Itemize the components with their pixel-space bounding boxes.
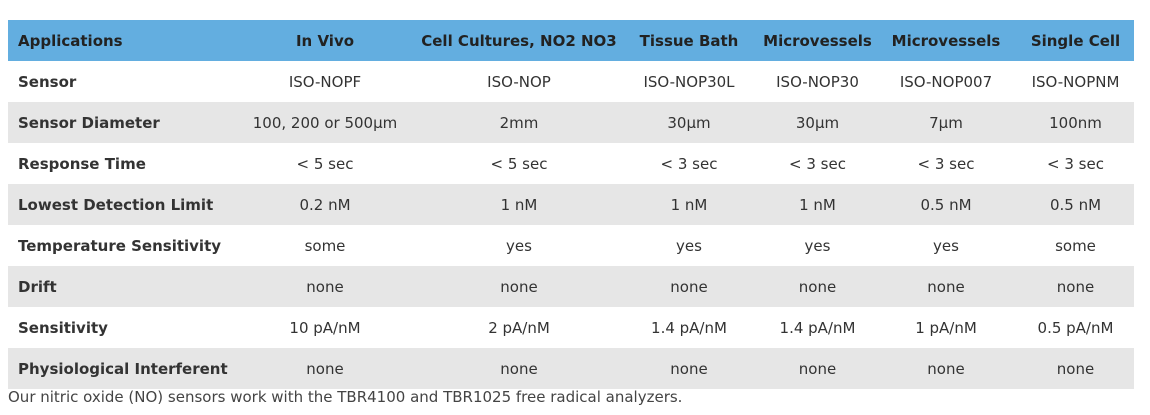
table-cell: 10 pA/nM [289, 318, 361, 337]
table-cell: none [420, 348, 618, 389]
table-cell: 30μm [760, 102, 875, 143]
table-row: Temperature Sensitivity some yes yes yes yes s… [8, 225, 1134, 266]
table-cell: < 5 sec [296, 154, 354, 173]
row-label: Temperature Sensitivity [18, 236, 222, 255]
header-cell: In Vivo [230, 20, 420, 61]
table-cell: ISO-NOP30 [776, 72, 859, 91]
table-cell: none [875, 348, 1017, 389]
table-cell: < 3 sec [1047, 154, 1104, 173]
table-cell: < 3 sec [789, 154, 846, 173]
table-cell: none [1017, 266, 1134, 307]
table-cell: none [420, 266, 618, 307]
table-cell: 2 pA/nM [488, 318, 550, 337]
row-label: Sensitivity [18, 318, 108, 337]
table-cell: none [760, 266, 875, 307]
table-cell: none [230, 348, 420, 389]
table-row: Drift none none none none none none [8, 266, 1134, 307]
table-cell: 1 nM [420, 184, 618, 225]
table-row: Physiological Interferent none none none non… [8, 348, 1134, 389]
row-label: Sensor [18, 72, 77, 91]
table-row: Sensor ISO-NOPF ISO-NOP ISO-NOP30L ISO-NOP30… [8, 61, 1134, 102]
table-row: Sensitivity 10 pA/nM 2 pA/nM 1.4 pA/nM 1.4 p… [8, 307, 1134, 348]
table-cell: 1 nM [760, 184, 875, 225]
table-cell: none [1017, 348, 1134, 389]
table-cell: 1 pA/nM [915, 318, 977, 337]
header-cell: Tissue Bath [618, 20, 760, 61]
table-row: Sensor Diameter 100, 200 or 500μm 2mm 30μm 3… [8, 102, 1134, 143]
table-cell: yes [933, 236, 959, 255]
table-body: Sensor ISO-NOPF ISO-NOP ISO-NOP30L ISO-NOP30… [8, 61, 1134, 389]
row-label: Response Time [18, 154, 146, 173]
header-cell: Single Cell [1017, 20, 1134, 61]
table-cell: 2mm [420, 102, 618, 143]
table-row: Lowest Detection Limit 0.2 nM 1 nM 1 nM 1 nM… [8, 184, 1134, 225]
table-cell: none [618, 266, 760, 307]
table-cell: yes [676, 236, 702, 255]
footer-note: Our nitric oxide (NO) sensors work with … [8, 388, 683, 406]
table-cell: yes [506, 236, 532, 255]
table-cell: ISO-NOPNM [1031, 72, 1120, 91]
table-cell: ISO-NOP [487, 72, 551, 91]
header-row: Applications In Vivo Cell Cultures, NO2 NO… [8, 20, 1134, 61]
table-cell: ISO-NOP007 [899, 72, 993, 91]
header-cell: Microvessels [760, 20, 875, 61]
table-cell: none [875, 266, 1017, 307]
table-cell: < 5 sec [490, 154, 548, 173]
table-cell: 0.2 nM [230, 184, 420, 225]
table-cell: 7μm [875, 102, 1017, 143]
table-cell: < 3 sec [917, 154, 975, 173]
table-cell: yes [804, 236, 831, 255]
header-cell: Applications [8, 20, 230, 61]
table-cell: 1 nM [618, 184, 760, 225]
table-cell: none [230, 266, 420, 307]
table-cell: < 3 sec [660, 154, 718, 173]
spec-table: Applications In Vivo Cell Cultures, NO2 NO… [8, 20, 1134, 389]
table-cell: some [304, 236, 346, 255]
table-cell: 30μm [618, 102, 760, 143]
table-cell: 100nm [1017, 102, 1134, 143]
table-cell: 1.4 pA/nM [779, 318, 856, 337]
table-cell: 0.5 nM [1017, 184, 1134, 225]
table-cell: ISO-NOPF [288, 72, 362, 91]
table-cell: 1.4 pA/nM [651, 318, 727, 337]
header-cell: Cell Cultures, NO2 NO3 [420, 20, 618, 61]
table-cell: 0.5 pA/nM [1037, 318, 1114, 337]
table-cell: some [1055, 236, 1096, 255]
table-cell: ISO-NOP30L [643, 72, 735, 91]
table-row: Response Time < 5 sec < 5 sec < 3 sec < 3 se… [8, 143, 1134, 184]
table-cell: none [760, 348, 875, 389]
header-cell: Microvessels [875, 20, 1017, 61]
table-cell: 0.5 nM [875, 184, 1017, 225]
row-label: Physiological Interferent [8, 348, 230, 389]
table-cell: none [618, 348, 760, 389]
row-label: Drift [8, 266, 230, 307]
row-label: Lowest Detection Limit [8, 184, 230, 225]
table-cell: 100, 200 or 500μm [230, 102, 420, 143]
row-label: Sensor Diameter [8, 102, 230, 143]
